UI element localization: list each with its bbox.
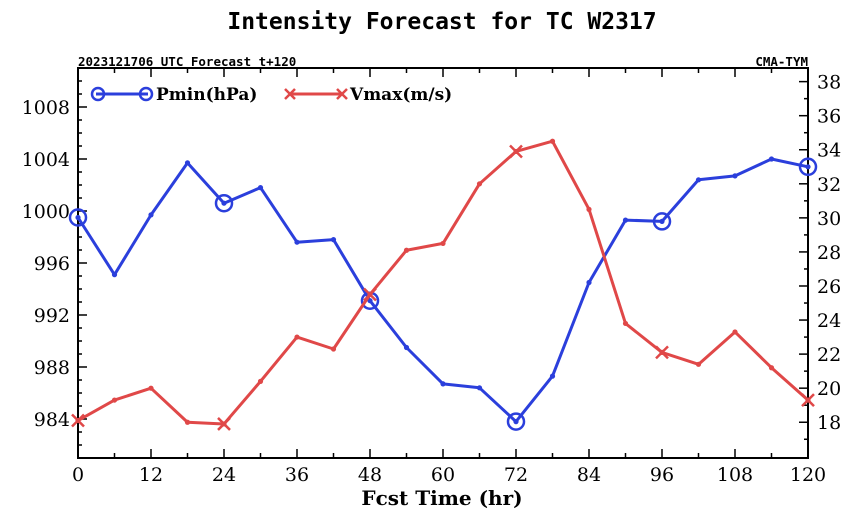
vmax-data-point xyxy=(549,138,556,144)
x-tick-label: 72 xyxy=(504,464,528,486)
pmin-circle-marker xyxy=(214,193,234,213)
pmin-data-point xyxy=(659,218,665,224)
vmax-x-marker xyxy=(655,345,669,360)
vmax-data-point xyxy=(148,385,154,391)
x-tick-label: 24 xyxy=(212,464,236,486)
y-left-tick-label: 984 xyxy=(34,409,70,431)
series-group xyxy=(68,138,818,431)
chart-subtitle-left: 2023121706 UTC Forecast t+120 xyxy=(78,54,296,69)
pmin-data-point xyxy=(148,212,154,218)
legend-pmin-marker-left xyxy=(90,86,106,102)
pmin-circle-marker xyxy=(652,212,672,231)
legend-pmin-label: Pmin(hPa) xyxy=(156,85,257,105)
pmin-data-point xyxy=(330,237,337,243)
pmin-data-point xyxy=(586,279,592,286)
y-right-tick-label: 24 xyxy=(817,310,841,332)
vmax-x-marker xyxy=(71,413,85,428)
pmin-data-point xyxy=(75,214,81,221)
pmin-data-point xyxy=(695,177,702,183)
x-tick-label: 96 xyxy=(650,464,674,486)
pmin-circle-marker xyxy=(506,412,526,431)
pmin-data-point xyxy=(257,185,264,191)
y-right-tick-label: 18 xyxy=(817,412,841,434)
pmin-data-point xyxy=(111,272,118,278)
pmin-data-point xyxy=(805,164,811,170)
vmax-data-point xyxy=(294,334,300,340)
y-right-tick-label: 32 xyxy=(817,174,841,196)
vmax-data-point xyxy=(586,206,592,212)
pmin-data-point xyxy=(403,344,410,351)
axes: 0 12 24 36 48 60 72 84 96 108 120 984 988 992 996 1000 1… xyxy=(22,68,841,486)
vmax-data-point xyxy=(768,365,775,371)
vmax-data-point xyxy=(440,240,446,247)
chart-subtitle-right: CMA-TYM xyxy=(755,54,808,69)
pmin-circle-marker xyxy=(798,157,818,177)
pmin-data-point xyxy=(732,173,738,179)
y-right-tick-label: 28 xyxy=(817,242,841,264)
vmax-data-point xyxy=(184,419,191,425)
x-tick-label: 48 xyxy=(358,464,382,486)
chart-title: Intensity Forecast for TC W2317 xyxy=(227,9,656,35)
y-left-tick-label: 1000 xyxy=(22,201,70,223)
vmax-data-point xyxy=(403,247,410,253)
pmin-data-point xyxy=(440,381,446,387)
legend-pmin-marker-right xyxy=(138,86,154,102)
y-left-tick-label: 1008 xyxy=(22,97,70,119)
x-axis-label: Fcst Time (hr) xyxy=(361,486,522,510)
plot-frame xyxy=(77,67,809,459)
y-right-tick-label: 36 xyxy=(817,106,841,128)
x-tick-label: 84 xyxy=(577,464,601,486)
vmax-data-point xyxy=(695,361,702,367)
x-tick-label: 108 xyxy=(717,464,753,486)
pmin-data-point xyxy=(513,419,519,425)
y-right-tick-label: 22 xyxy=(817,344,841,366)
pmin-data-point xyxy=(768,156,775,162)
pmin-data-point xyxy=(294,239,300,245)
x-tick-label: 12 xyxy=(139,464,163,486)
y-left-tick-label: 996 xyxy=(34,253,70,275)
vmax-data-point xyxy=(476,181,483,187)
vmax-x-marker xyxy=(363,287,377,302)
x-tick-label: 120 xyxy=(790,464,826,486)
legend-vmax-marker-left xyxy=(284,88,296,100)
vmax-x-marker xyxy=(217,417,231,431)
y-right-tick-label: 20 xyxy=(817,378,841,400)
x-tick-label: 60 xyxy=(431,464,455,486)
vmax-data-point xyxy=(622,320,629,327)
x-tick-label: 0 xyxy=(72,464,84,486)
vmax-data-point xyxy=(732,329,738,335)
y-left-tick-label: 992 xyxy=(34,305,70,327)
vmax-x-marker xyxy=(801,393,815,407)
legend-vmax-marker-right xyxy=(336,88,348,100)
pmin-data-point xyxy=(184,160,191,166)
y-right-tick-label: 26 xyxy=(817,276,841,298)
pmin-data-point xyxy=(221,200,227,206)
y-right-tick-label: 34 xyxy=(817,140,841,162)
pmin-data-point xyxy=(549,373,556,379)
vmax-x-marker xyxy=(509,144,523,159)
pmin-data-point xyxy=(367,298,373,304)
legend-vmax-label: Vmax(m/s) xyxy=(349,85,452,105)
y-left-tick-label: 1004 xyxy=(22,149,70,171)
legend: Pmin(hPa) Vmax(m/s) xyxy=(90,85,452,105)
vmax-data-point xyxy=(111,397,118,403)
y-right-tick-label: 38 xyxy=(817,72,841,94)
vmax-data-point xyxy=(257,378,264,384)
pmin-circle-marker xyxy=(68,208,88,227)
vmax-data-point xyxy=(330,346,337,352)
x-tick-label: 36 xyxy=(285,464,309,486)
pmin-data-point xyxy=(476,385,483,391)
pmin-data-point xyxy=(622,217,629,223)
y-right-tick-label: 30 xyxy=(817,208,841,230)
y-left-tick-label: 988 xyxy=(34,357,70,379)
